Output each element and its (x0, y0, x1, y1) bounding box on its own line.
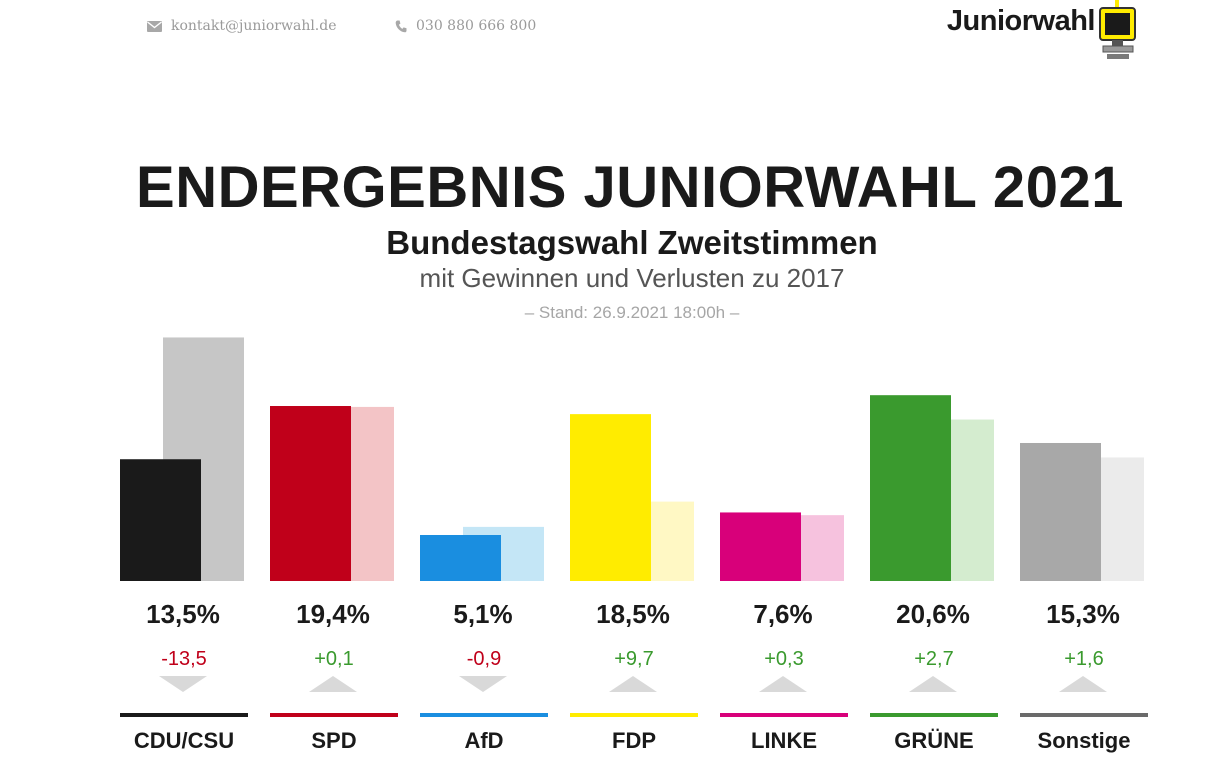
chart-timestamp: – Stand: 26.9.2021 18:00h – (524, 303, 740, 322)
logo-text: Juniorwahl (946, 5, 1096, 37)
diff-label-2: -0,9 (467, 648, 501, 670)
party-label-1: SPD (311, 728, 356, 753)
bar-2021-2 (420, 534, 501, 581)
bar-2021-0 (120, 459, 201, 581)
party-label-6: Sonstige (1038, 728, 1131, 753)
arrow-up-icon (1059, 676, 1107, 692)
bar-2021-3 (570, 414, 651, 581)
bar-2021-5 (870, 395, 951, 581)
diff-label-5: +2,7 (914, 648, 953, 670)
arrow-up-icon (909, 676, 957, 692)
party-underline-4 (720, 713, 848, 717)
value-label-6: 15,3% (1046, 599, 1120, 629)
party-underline-5 (870, 713, 998, 717)
value-label-0: 13,5% (146, 599, 220, 629)
arrow-up-icon (609, 676, 657, 692)
bar-2021-4 (720, 512, 801, 581)
party-underline-1 (270, 713, 398, 717)
bar-2021-6 (1020, 442, 1101, 581)
arrow-down-icon (159, 676, 207, 692)
phone-link[interactable]: 030 880 666 800 (395, 17, 536, 35)
arrow-down-icon (459, 676, 507, 692)
computer-icon (1099, 0, 1136, 59)
party-underline-0 (120, 713, 248, 717)
arrow-up-icon (309, 676, 357, 692)
juniorwahl-logo[interactable]: Juniorwahl (947, 0, 1183, 62)
chart-subtitle-comparison: mit Gewinnen und Verlusten zu 2017 (419, 263, 845, 293)
party-label-0: CDU/CSU (134, 728, 234, 753)
diff-label-1: +0,1 (314, 648, 353, 670)
diff-label-4: +0,3 (764, 648, 803, 670)
value-label-4: 7,6% (753, 599, 812, 629)
party-label-2: AfD (464, 728, 503, 753)
diff-label-6: +1,6 (1064, 648, 1103, 670)
envelope-icon (147, 20, 162, 32)
party-underline-6 (1020, 713, 1148, 717)
value-label-3: 18,5% (596, 599, 670, 629)
phone-text: 030 880 666 800 (416, 18, 537, 34)
party-label-5: GRÜNE (894, 728, 973, 753)
party-underline-2 (420, 713, 548, 717)
party-label-3: FDP (612, 728, 656, 753)
diff-label-0: -13,5 (161, 648, 207, 670)
phone-icon (395, 20, 407, 32)
diff-label-3: +9,7 (614, 648, 653, 670)
bar-2021-1 (270, 406, 351, 581)
value-label-2: 5,1% (453, 599, 512, 629)
chart-subtitle: Bundestagswahl Zweitstimmen (386, 224, 878, 261)
email-link[interactable]: kontakt@juniorwahl.de (147, 17, 337, 35)
chart-title: ENDERGEBNIS JUNIORWAHL 2021 (136, 155, 1124, 220)
arrow-up-icon (759, 676, 807, 692)
party-underline-3 (570, 713, 698, 717)
email-text: kontakt@juniorwahl.de (171, 18, 337, 34)
top-bar: kontakt@juniorwahl.de 030 880 666 800 Ju… (0, 0, 1228, 60)
value-label-5: 20,6% (896, 599, 970, 629)
party-label-4: LINKE (751, 728, 817, 753)
value-label-1: 19,4% (296, 599, 370, 629)
